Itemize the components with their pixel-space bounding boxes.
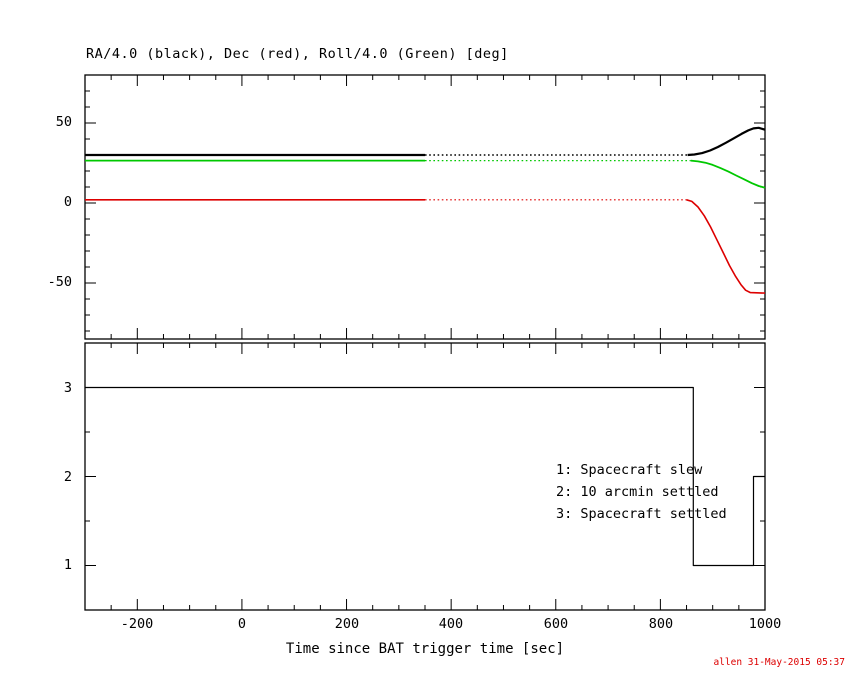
annotation-settled: 3: Spacecraft settled: [556, 506, 727, 522]
ytick-label-1: 1: [63, 557, 72, 573]
xtick-label-600: 600: [543, 616, 569, 632]
credit-stamp: allen 31-May-2015 05:37: [713, 657, 845, 668]
chart-title: RA/4.0 (black), Dec (red), Roll/4.0 (Gre…: [86, 46, 509, 62]
x-axis-title: Time since BAT trigger time [sec]: [285, 641, 565, 657]
xtick-label-400: 400: [438, 616, 464, 632]
annotation-10arcmin: 2: 10 arcmin settled: [556, 484, 719, 500]
xtick-label-0: 0: [237, 616, 247, 632]
ytick-label-0: 0: [63, 194, 72, 210]
xtick-label-neg200: -200: [120, 616, 154, 632]
ytick-label-50: 50: [55, 114, 72, 130]
annotation-slew: 1: Spacecraft slew: [556, 462, 703, 478]
xtick-label-1000: 1000: [748, 616, 782, 632]
ytick-label-2: 2: [63, 469, 72, 485]
xtick-label-800: 800: [648, 616, 674, 632]
ytick-label-neg50: -50: [47, 274, 72, 290]
ytick-label-3: 3: [63, 380, 72, 396]
xtick-label-200: 200: [334, 616, 360, 632]
